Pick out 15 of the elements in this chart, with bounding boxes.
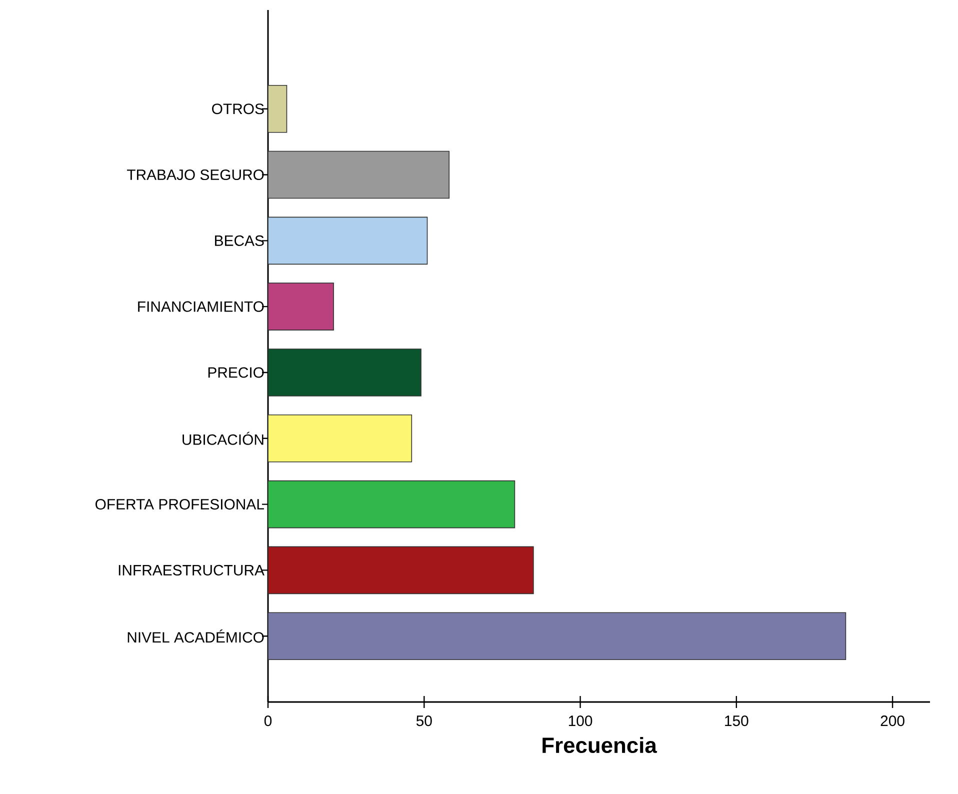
y-tick-label: FINANCIAMIENTO	[138, 301, 264, 312]
x-tick-label: 200	[880, 716, 904, 726]
x-tick-label: 50	[416, 716, 432, 726]
y-tick-label: TRABAJO SEGURO	[126, 169, 264, 180]
y-tick-label: NIVEL ACADÉMICO	[128, 630, 264, 643]
x-axis-title: Frecuencia	[542, 736, 658, 754]
y-tick-label: UBICACIÓN	[182, 432, 264, 445]
y-tick-label: OTROS	[212, 104, 264, 114]
x-tick-label: 150	[725, 716, 748, 726]
y-tick-label: BECAS	[215, 235, 264, 246]
y-tick-label: PRECIO	[208, 367, 264, 378]
x-tick-label: 100	[568, 716, 592, 726]
y-tick-label: OFERTA PROFESIONAL	[96, 499, 264, 510]
y-tick-label: INFRAESTRUCTURA	[118, 564, 264, 576]
x-tick-label: 0	[264, 716, 272, 726]
